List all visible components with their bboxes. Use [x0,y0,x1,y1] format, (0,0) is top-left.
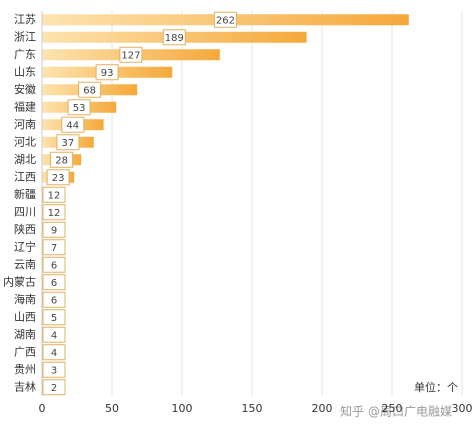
y-tick-label: 湖北 [14,153,36,166]
value-label-box [42,361,66,378]
value-label: 127 [121,50,140,61]
y-tick-label: 山东 [14,65,36,78]
value-label: 53 [73,103,86,114]
value-label-box [42,256,66,273]
x-tick-label: 300 [452,402,473,415]
x-tick-label: 0 [39,402,46,415]
x-tick-label: 150 [242,402,263,415]
value-label: 3 [51,365,57,376]
value-label-box [50,151,74,168]
value-label: 37 [62,138,75,149]
y-tick-label: 湖南 [14,328,36,341]
value-label-box [42,274,66,291]
y-tick-label: 云南 [14,258,36,271]
y-tick-label: 吉林 [14,379,36,393]
value-label-box [42,186,66,203]
value-label: 44 [66,120,79,131]
y-tick-label: 贵州 [14,363,36,376]
y-tick-label: 河北 [14,135,36,148]
y-tick-label: 广西 [14,345,36,358]
value-label: 4 [51,348,57,359]
unit-label: 单位：个 [414,380,458,394]
y-tick-label: 海南 [14,292,36,306]
value-label: 189 [165,33,184,44]
value-label-box [119,46,143,63]
y-tick-label: 陕西 [14,222,36,236]
value-label-box [42,204,66,221]
value-label-box [42,379,66,396]
value-label-box [67,99,91,116]
y-tick-label: 江西 [14,170,36,183]
y-tick-label: 安徽 [14,82,36,96]
value-label: 23 [52,173,65,184]
value-label-box [46,169,70,186]
y-tick-label: 内蒙古 [3,274,36,288]
x-tick-label: 50 [105,402,119,415]
value-label: 12 [48,190,61,201]
y-tick-label: 福建 [14,99,36,113]
x-tick-label: 100 [172,402,193,415]
value-label: 2 [51,383,57,394]
value-label: 6 [51,295,57,306]
value-label-box [42,291,66,308]
x-tick-label: 200 [312,402,333,415]
value-label: 9 [51,225,57,236]
watermark: 知乎 @周口广电融媒 [340,405,452,419]
y-tick-label: 新疆 [14,187,36,201]
y-tick-label: 河南 [14,118,36,131]
y-tick-label: 四川 [14,205,36,218]
x-tick-label: 250 [382,402,403,415]
value-label: 7 [51,243,57,254]
value-label-box [95,64,119,81]
value-label-box [213,11,237,28]
y-tick-label: 山西 [14,310,36,323]
value-label: 12 [48,208,61,219]
value-label-box [42,326,66,343]
value-label: 5 [51,313,57,324]
value-label: 4 [51,330,57,341]
value-label-box [61,116,85,133]
value-label-box [42,344,66,361]
value-label: 68 [83,85,96,96]
value-label-box [42,221,66,238]
value-label: 28 [55,155,68,166]
value-label-box [78,81,102,98]
value-label: 93 [101,68,114,79]
value-label-box [42,309,66,326]
y-tick-label: 浙江 [14,30,36,43]
value-label: 262 [216,15,235,26]
value-label: 6 [51,278,57,289]
value-label-box [42,239,66,256]
value-label: 6 [51,260,57,271]
value-label-box [56,134,80,151]
y-tick-label: 辽宁 [14,239,36,253]
y-tick-label: 江苏 [14,13,36,26]
value-label-box [162,29,186,46]
y-tick-label: 广东 [14,48,36,61]
